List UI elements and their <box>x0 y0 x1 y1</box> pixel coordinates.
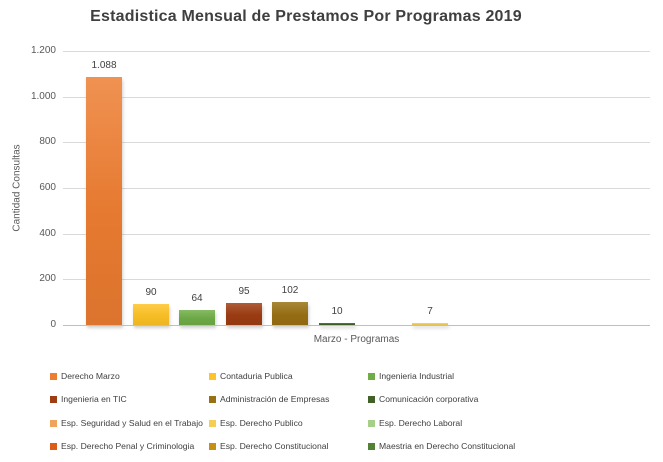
bar-value-label: 7 <box>427 306 433 317</box>
legend-label: Esp. Derecho Constitucional <box>220 441 329 451</box>
gridline <box>63 279 650 280</box>
y-tick-label: 200 <box>39 273 56 284</box>
legend-label: Esp. Seguridad y Salud en el Trabajo <box>61 418 203 428</box>
bar-value-label: 90 <box>145 287 157 298</box>
y-tick-label: 1.000 <box>30 91 56 102</box>
legend-label: Comunicación corporativa <box>379 394 479 404</box>
bar-value-label: 95 <box>238 286 250 297</box>
legend-item: Administración de Empresas <box>209 394 329 404</box>
legend-label: Contaduria Publica <box>220 371 293 381</box>
gridline <box>63 97 650 98</box>
legend-swatch <box>50 442 57 450</box>
x-axis-line <box>63 325 650 326</box>
legend-label: Esp. Derecho Penal y Criminologia <box>61 441 195 451</box>
legend-item: Derecho Marzo <box>50 371 120 381</box>
y-tick-label: 0 <box>50 319 56 330</box>
gridline <box>63 142 650 143</box>
legend-swatch <box>209 372 216 380</box>
bar-value-label: 10 <box>331 306 343 317</box>
legend-label: Derecho Marzo <box>61 371 120 381</box>
bar-value-label: 1.088 <box>91 60 117 71</box>
legend-item: Maestria en Derecho Constitucional <box>368 441 515 451</box>
legend-label: Ingenieria Industrial <box>379 371 455 381</box>
y-tick-label: 1.200 <box>30 45 56 56</box>
chart-title: Estadistica Mensual de Prestamos Por Pro… <box>90 8 522 25</box>
bar <box>272 302 308 325</box>
bar <box>179 310 215 325</box>
gridline <box>63 234 650 235</box>
legend-swatch <box>50 372 57 380</box>
legend-label: Ingenieria en TIC <box>61 394 127 404</box>
legend-item: Esp. Derecho Constitucional <box>209 441 328 451</box>
bar <box>319 323 355 325</box>
y-tick-label: 600 <box>39 182 56 193</box>
legend-swatch <box>368 372 375 380</box>
legend-swatch <box>50 395 57 403</box>
legend-item: Ingenieria en TIC <box>50 394 127 404</box>
gridline <box>63 188 650 189</box>
legend-item: Esp. Derecho Laboral <box>368 418 462 428</box>
bar-value-label: 64 <box>191 293 203 304</box>
legend-label: Esp. Derecho Laboral <box>379 418 463 428</box>
legend-label: Administración de Empresas <box>220 394 330 404</box>
bar <box>412 323 448 325</box>
y-tick-label: 800 <box>39 136 56 147</box>
bar <box>86 77 122 325</box>
legend-label: Maestria en Derecho Constitucional <box>379 441 516 451</box>
legend-swatch <box>209 442 216 450</box>
bar-value-label: 102 <box>281 285 299 296</box>
legend-item: Ingenieria Industrial <box>368 371 454 381</box>
legend-swatch <box>368 419 375 427</box>
legend-swatch <box>209 395 216 403</box>
legend-swatch <box>50 419 57 427</box>
gridline <box>63 51 650 52</box>
legend-label: Esp. Derecho Publico <box>220 418 303 428</box>
legend-swatch <box>368 395 375 403</box>
legend-item: Comunicación corporativa <box>368 394 478 404</box>
legend-swatch <box>209 419 216 427</box>
legend-swatch <box>368 442 375 450</box>
legend-item: Esp. Derecho Penal y Criminologia <box>50 441 194 451</box>
legend-item: Contaduria Publica <box>209 371 293 381</box>
bar <box>226 303 262 325</box>
legend-item: Esp. Seguridad y Salud en el Trabajo <box>50 418 203 428</box>
legend-item: Esp. Derecho Publico <box>209 418 303 428</box>
bar <box>133 304 169 325</box>
x-axis-title: Marzo - Programas <box>313 334 400 345</box>
y-tick-label: 400 <box>39 228 56 239</box>
